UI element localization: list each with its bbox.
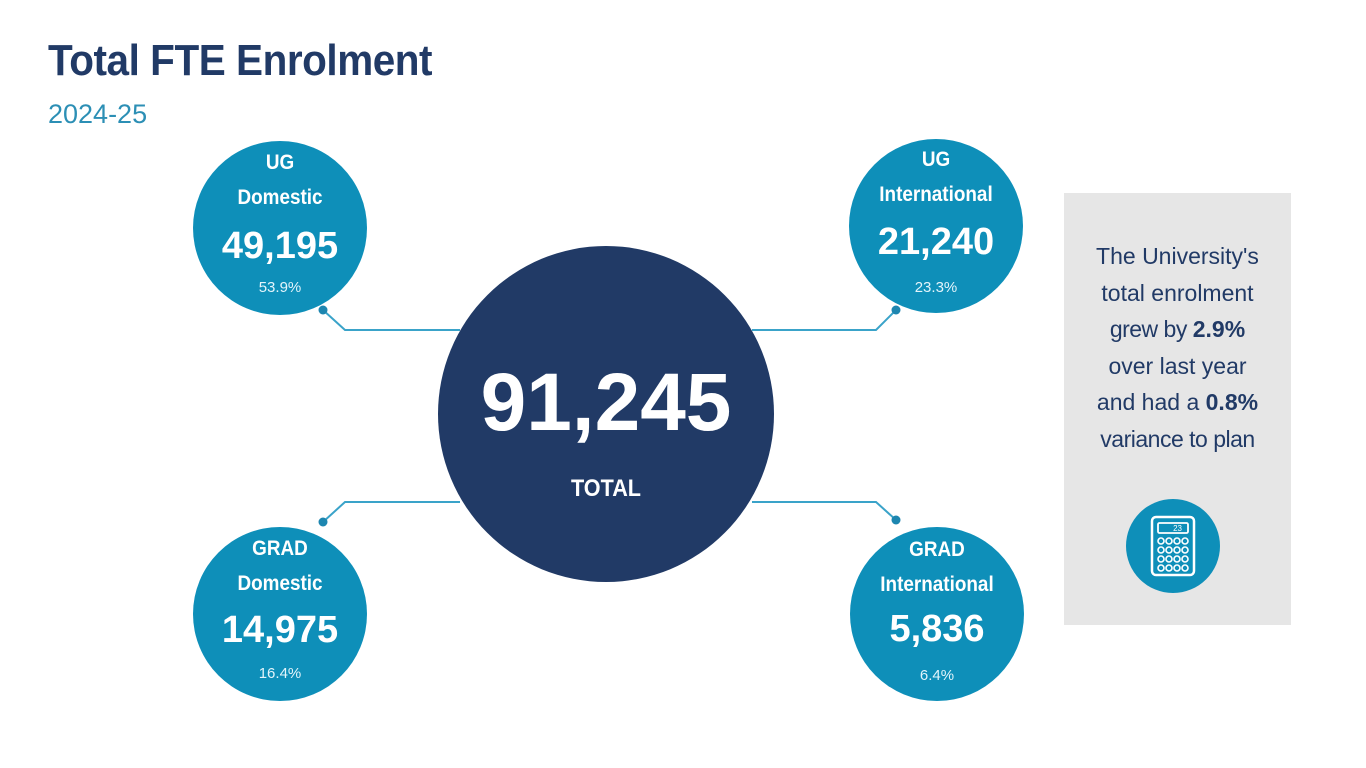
connector-dot-grad-international <box>891 515 901 525</box>
grad-international-level: GRAD <box>909 538 965 561</box>
summary-panel: The University's total enrolment grew by… <box>1064 193 1291 625</box>
connector-dot-grad-domestic <box>318 517 328 527</box>
ug-domestic-circle: UG Domestic 49,195 53.9% <box>193 141 367 315</box>
summary-growth-value: 2.9% <box>1192 316 1246 342</box>
calculator-badge: 23 <box>1126 499 1220 593</box>
grad-domestic-type: Domestic <box>237 572 323 595</box>
summary-variance-value: 0.8% <box>1205 389 1259 415</box>
ug-international-percent: 23.3% <box>914 279 958 296</box>
summary-line-6: variance to plan <box>1100 425 1255 452</box>
ug-domestic-percent: 53.9% <box>258 279 302 296</box>
grad-international-value: 5,836 <box>889 608 985 650</box>
ug-international-circle: UG International 21,240 23.3% <box>849 139 1023 313</box>
total-circle: 91,245 TOTAL <box>438 246 774 582</box>
grad-international-type: International <box>880 573 994 596</box>
page-title: Total FTE Enrolment <box>48 36 433 85</box>
total-label: TOTAL <box>570 475 641 502</box>
connector-grad-domestic <box>322 501 460 523</box>
calculator-display-text: 23 <box>1173 524 1182 533</box>
page-subtitle: 2024-25 <box>48 99 148 129</box>
grad-international-circle: GRAD International 5,836 6.4% <box>850 527 1024 701</box>
grad-domestic-circle: GRAD Domestic 14,975 16.4% <box>193 527 367 701</box>
summary-line-1: The University's <box>1096 243 1259 269</box>
summary-line-4: over last year <box>1108 352 1247 379</box>
grad-domestic-percent: 16.4% <box>258 665 302 682</box>
summary-line-5: and had a 0.8% <box>1064 384 1291 421</box>
calculator-icon: 23 <box>1150 515 1196 577</box>
summary-text: The University's total enrolment grew by… <box>1064 238 1291 457</box>
ug-domestic-type: Domestic <box>237 186 323 209</box>
grad-domestic-value: 14,975 <box>221 609 339 651</box>
summary-growth-prefix: grew by <box>1109 316 1193 342</box>
summary-line-2: total enrolment <box>1101 279 1254 306</box>
total-value: 91,245 <box>480 357 732 448</box>
ug-international-value: 21,240 <box>877 221 995 263</box>
grad-domestic-level: GRAD <box>252 537 308 560</box>
ug-international-level: UG <box>921 148 951 171</box>
ug-domestic-value: 49,195 <box>221 225 339 267</box>
grad-international-percent: 6.4% <box>919 667 955 684</box>
summary-line-3: grew by 2.9% <box>1064 311 1291 348</box>
connector-dot-ug-domestic <box>318 305 328 315</box>
ug-domestic-level: UG <box>265 151 295 174</box>
ug-international-type: International <box>879 183 993 206</box>
connector-ug-international <box>752 309 897 331</box>
connector-ug-domestic <box>322 309 460 331</box>
summary-variance-prefix: and had a <box>1096 389 1206 415</box>
connector-dot-ug-international <box>891 305 901 315</box>
connector-grad-international <box>752 501 897 521</box>
